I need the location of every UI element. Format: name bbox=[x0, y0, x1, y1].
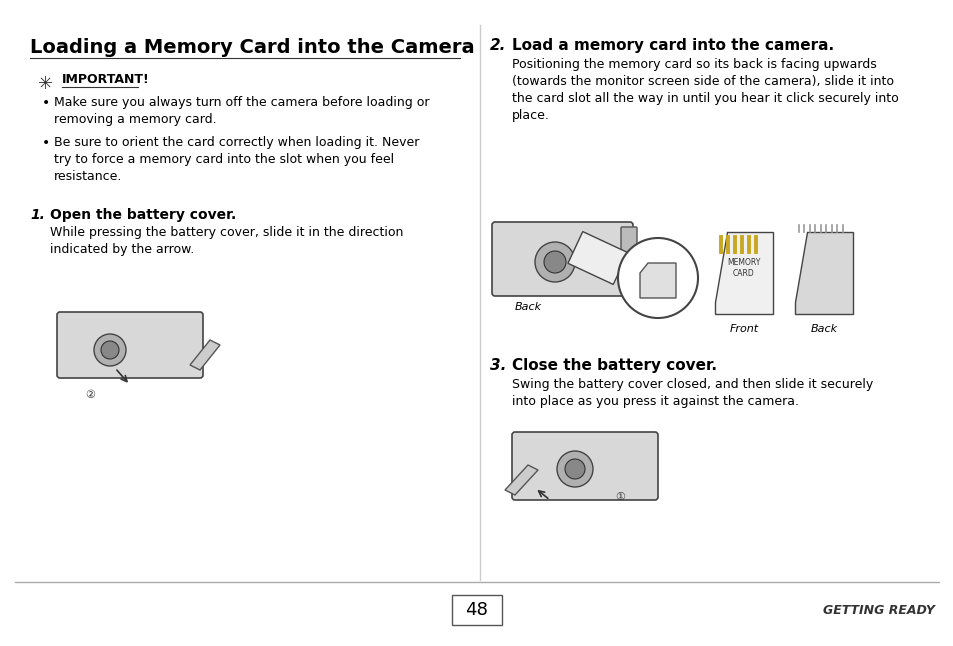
Circle shape bbox=[618, 238, 698, 318]
FancyBboxPatch shape bbox=[57, 312, 203, 378]
Text: Open the battery cover.: Open the battery cover. bbox=[50, 208, 236, 222]
Polygon shape bbox=[714, 232, 772, 314]
Text: Be sure to orient the card correctly when loading it. Never
try to force a memor: Be sure to orient the card correctly whe… bbox=[54, 136, 419, 183]
FancyBboxPatch shape bbox=[620, 227, 637, 291]
Text: Close the battery cover.: Close the battery cover. bbox=[512, 358, 717, 373]
Text: Loading a Memory Card into the Camera: Loading a Memory Card into the Camera bbox=[30, 38, 475, 57]
Text: ✳: ✳ bbox=[38, 75, 53, 93]
Text: While pressing the battery cover, slide it in the direction
indicated by the arr: While pressing the battery cover, slide … bbox=[50, 226, 403, 256]
Text: 48: 48 bbox=[465, 601, 488, 619]
Text: Load a memory card into the camera.: Load a memory card into the camera. bbox=[512, 38, 833, 53]
Polygon shape bbox=[639, 263, 676, 298]
Polygon shape bbox=[190, 340, 220, 370]
Circle shape bbox=[101, 341, 119, 359]
Text: Back: Back bbox=[810, 324, 837, 334]
Text: ②: ② bbox=[85, 390, 95, 400]
Circle shape bbox=[557, 451, 593, 487]
Text: GETTING READY: GETTING READY bbox=[822, 603, 934, 616]
Text: MEMORY
CARD: MEMORY CARD bbox=[726, 258, 760, 278]
Text: Make sure you always turn off the camera before loading or
removing a memory car: Make sure you always turn off the camera… bbox=[54, 96, 429, 126]
Text: •: • bbox=[42, 136, 51, 150]
FancyBboxPatch shape bbox=[512, 432, 658, 500]
Circle shape bbox=[564, 459, 584, 479]
Text: •: • bbox=[42, 96, 51, 110]
Polygon shape bbox=[567, 231, 627, 284]
Text: Swing the battery cover closed, and then slide it securely
into place as you pre: Swing the battery cover closed, and then… bbox=[512, 378, 872, 408]
Text: 3.: 3. bbox=[490, 358, 506, 373]
FancyBboxPatch shape bbox=[492, 222, 633, 296]
Text: IMPORTANT!: IMPORTANT! bbox=[62, 73, 150, 86]
Polygon shape bbox=[504, 465, 537, 495]
Text: 1.: 1. bbox=[30, 208, 45, 222]
Text: Front: Front bbox=[729, 324, 758, 334]
Bar bbox=[452, 595, 501, 625]
Text: Positioning the memory card so its back is facing upwards
(towards the monitor s: Positioning the memory card so its back … bbox=[512, 58, 898, 122]
Text: Back: Back bbox=[515, 302, 541, 312]
Circle shape bbox=[543, 251, 565, 273]
Circle shape bbox=[94, 334, 126, 366]
Text: ①: ① bbox=[615, 492, 624, 502]
Polygon shape bbox=[794, 232, 852, 314]
Circle shape bbox=[535, 242, 575, 282]
Text: 2.: 2. bbox=[490, 38, 506, 53]
